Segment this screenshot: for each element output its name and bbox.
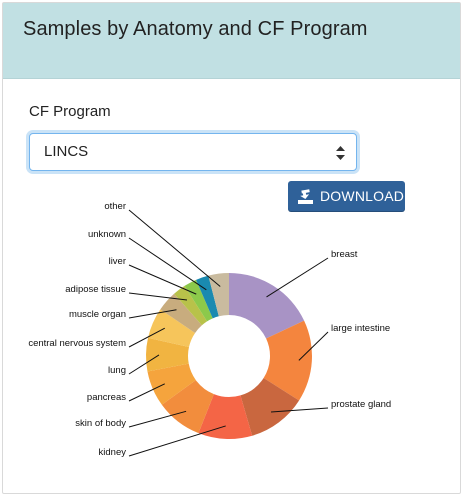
slice-label-liver: liver xyxy=(109,256,126,267)
leader-line-pancreas xyxy=(128,383,165,402)
slice-label-prostate-gland: prostate gland xyxy=(331,399,391,410)
download-button[interactable]: DOWNLOAD xyxy=(288,181,405,212)
download-icon xyxy=(298,189,313,204)
slice-label-large-intestine: large intestine xyxy=(331,323,390,334)
cf-program-select[interactable]: LINCS xyxy=(29,133,357,171)
slice-label-pancreas: pancreas xyxy=(87,392,126,403)
slice-label-adipose-tissue: adipose tissue xyxy=(65,284,126,295)
leader-line-large-intestine xyxy=(298,331,329,361)
slice-prostate-gland[interactable] xyxy=(240,377,300,436)
leader-line-prostate-gland xyxy=(270,407,329,413)
leader-line-liver xyxy=(128,264,197,295)
slice-label-lung: lung xyxy=(108,365,126,376)
leader-line-muscle-organ xyxy=(128,309,177,319)
card-header: Samples by Anatomy and CF Program xyxy=(3,3,460,79)
leader-line-other xyxy=(128,209,221,287)
slice-label-central-nervous-system: central nervous system xyxy=(28,338,126,349)
slice-label-breast: breast xyxy=(331,249,358,260)
slice-lung[interactable] xyxy=(146,337,189,372)
slice-other[interactable] xyxy=(208,273,229,317)
slice-central-nervous-system[interactable] xyxy=(147,309,196,348)
slice-breast[interactable] xyxy=(229,273,305,339)
card-title: Samples by Anatomy and CF Program xyxy=(23,18,368,40)
download-label: DOWNLOAD xyxy=(320,188,405,204)
select-arrows-icon xyxy=(336,146,345,160)
slice-skin-of-body[interactable] xyxy=(161,380,214,434)
slice-adipose-tissue[interactable] xyxy=(174,285,208,326)
leader-line-breast xyxy=(266,257,329,298)
leader-line-lung xyxy=(128,354,160,375)
cf-program-selected-value: LINCS xyxy=(44,143,89,160)
leader-line-unknown xyxy=(128,237,207,291)
slice-label-other: other xyxy=(104,201,126,212)
slice-muscle-organ[interactable] xyxy=(160,293,202,333)
slice-large-intestine[interactable] xyxy=(263,320,312,401)
slice-label-muscle-organ: muscle organ xyxy=(69,309,126,320)
leader-line-kidney xyxy=(128,425,226,457)
cf-program-label: CF Program xyxy=(29,103,111,120)
slice-kidney[interactable] xyxy=(198,394,253,440)
leader-line-adipose-tissue xyxy=(128,292,188,301)
leader-line-central-nervous-system xyxy=(128,327,165,348)
slice-label-skin-of-body: skin of body xyxy=(75,418,126,429)
slice-label-kidney: kidney xyxy=(99,447,127,458)
slice-label-unknown: unknown xyxy=(88,229,126,240)
leader-line-skin-of-body xyxy=(128,410,187,428)
slice-liver[interactable] xyxy=(184,279,213,322)
slice-pancreas[interactable] xyxy=(147,363,196,405)
